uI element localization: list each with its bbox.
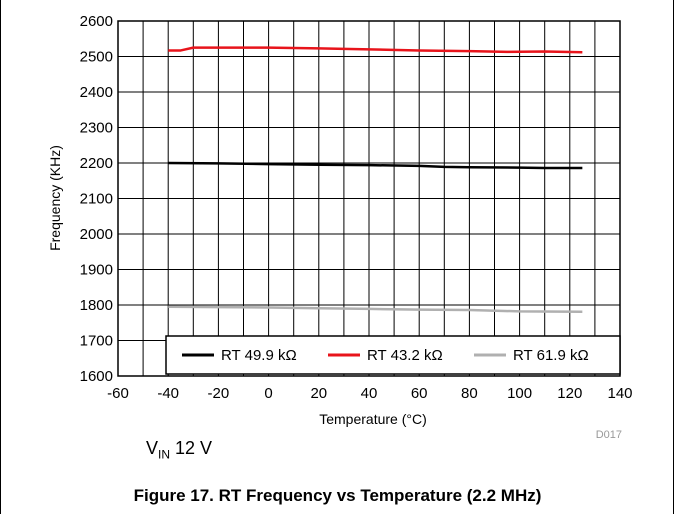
legend-label: RT 49.9 kΩ [221, 347, 297, 364]
series-line [168, 305, 583, 313]
series-lines [168, 46, 583, 313]
x-tick-label: -40 [157, 385, 179, 402]
legend: RT 49.9 kΩ RT 43.2 kΩ RT 61.9 kΩ [165, 335, 621, 375]
tick-labels: -60 -40 -20 0 20 40 60 80 100 120 140 1600 1700 1800 1… [80, 13, 633, 402]
x-tick-label: 80 [461, 385, 478, 402]
condition-subscript: IN [158, 447, 171, 462]
x-tick-label: 0 [264, 385, 272, 402]
figure-code: D017 [596, 429, 622, 441]
condition-v: V [146, 438, 159, 458]
frame-right-border [673, 0, 674, 514]
y-tick-label: 2300 [80, 120, 113, 137]
y-tick-label: 1700 [80, 333, 113, 350]
x-tick-label: 60 [411, 385, 428, 402]
x-tick-label: 100 [507, 385, 532, 402]
y-tick-label: 1800 [80, 297, 113, 314]
grid [117, 20, 621, 377]
legend-box [165, 335, 621, 375]
plot-border [117, 20, 621, 377]
series-line [168, 161, 583, 170]
y-tick-label: 2200 [80, 155, 113, 172]
x-tick-label: 20 [310, 385, 327, 402]
y-tick-label: 2400 [80, 84, 113, 101]
x-tick-label: 140 [607, 385, 632, 402]
y-tick-label: 2100 [80, 191, 113, 208]
y-tick-label: 2500 [80, 49, 113, 66]
x-tick-label: -60 [107, 385, 129, 402]
condition-value: 12 V [170, 438, 213, 458]
legend-label: RT 61.9 kΩ [513, 347, 589, 364]
frame-left-border [0, 0, 1, 514]
series-line [168, 46, 583, 54]
x-tick-label: 40 [361, 385, 378, 402]
x-tick-label: -20 [208, 385, 230, 402]
y-tick-label: 2000 [80, 226, 113, 243]
x-axis-title: Temperature (°C) [319, 411, 427, 427]
y-tick-label: 2600 [80, 13, 113, 30]
figure-caption: Figure 17. RT Frequency vs Temperature (… [133, 486, 542, 505]
y-tick-label: 1600 [80, 368, 113, 385]
y-axis-title: Frequency (KHz) [47, 145, 63, 251]
y-tick-label: 1900 [80, 262, 113, 279]
legend-label: RT 43.2 kΩ [367, 347, 443, 364]
x-tick-label: 120 [557, 385, 582, 402]
test-condition: VIN 12 V [146, 438, 212, 462]
